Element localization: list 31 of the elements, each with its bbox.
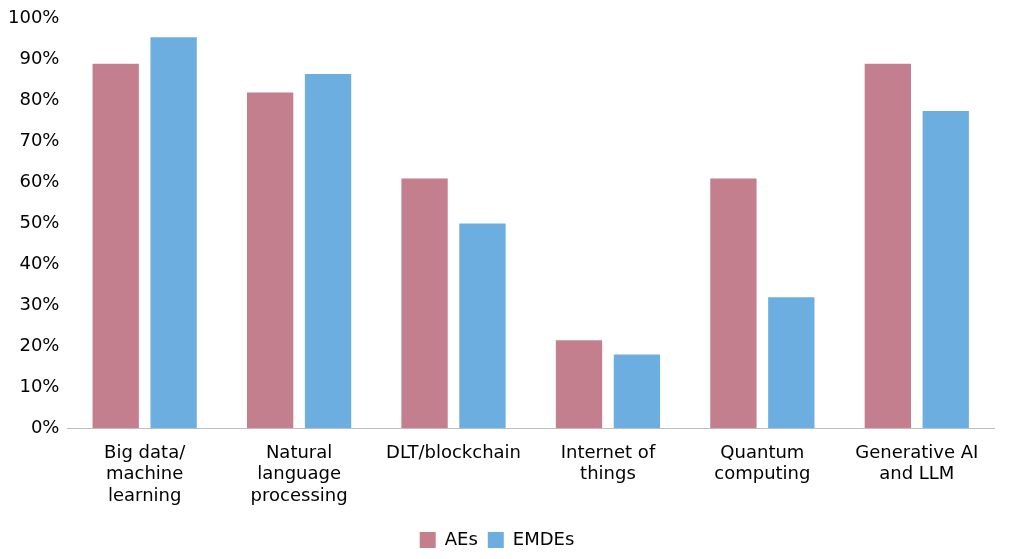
- legend-label: EMDEs: [512, 527, 575, 549]
- y-tick-label: 100%: [7, 6, 60, 28]
- bar: [459, 223, 506, 429]
- bar: [613, 354, 661, 429]
- bar: [150, 37, 197, 429]
- x-tick-label: Generative AI and LLM: [855, 440, 979, 484]
- y-tick-label: 90%: [19, 47, 60, 69]
- legend-label: AEs: [444, 527, 478, 549]
- x-tick-label: Big data/ machine learning: [104, 440, 187, 505]
- bar: [246, 92, 294, 429]
- bar: [864, 63, 911, 429]
- y-tick-label: 30%: [19, 293, 60, 315]
- bar: [555, 340, 603, 429]
- y-tick-label: 60%: [19, 170, 60, 192]
- bar: [401, 178, 448, 429]
- bar: [922, 110, 969, 429]
- y-tick-label: 80%: [19, 88, 60, 110]
- bar: [92, 63, 139, 429]
- y-tick-label: 10%: [19, 374, 60, 396]
- bar: [768, 297, 815, 429]
- bar: [304, 74, 352, 429]
- y-tick-label: 70%: [19, 129, 60, 151]
- y-tick-label: 50%: [19, 211, 60, 233]
- y-tick-label: 40%: [19, 252, 60, 274]
- x-tick-label: Internet of things: [560, 440, 656, 484]
- bar: [710, 178, 757, 429]
- y-tick-label: 20%: [19, 333, 60, 355]
- x-tick-label: Natural language processing: [250, 440, 348, 505]
- x-tick-label: DLT/blockchain: [386, 440, 522, 462]
- y-tick-label: 0%: [30, 415, 60, 437]
- x-tick-label: Quantum computing: [714, 440, 811, 484]
